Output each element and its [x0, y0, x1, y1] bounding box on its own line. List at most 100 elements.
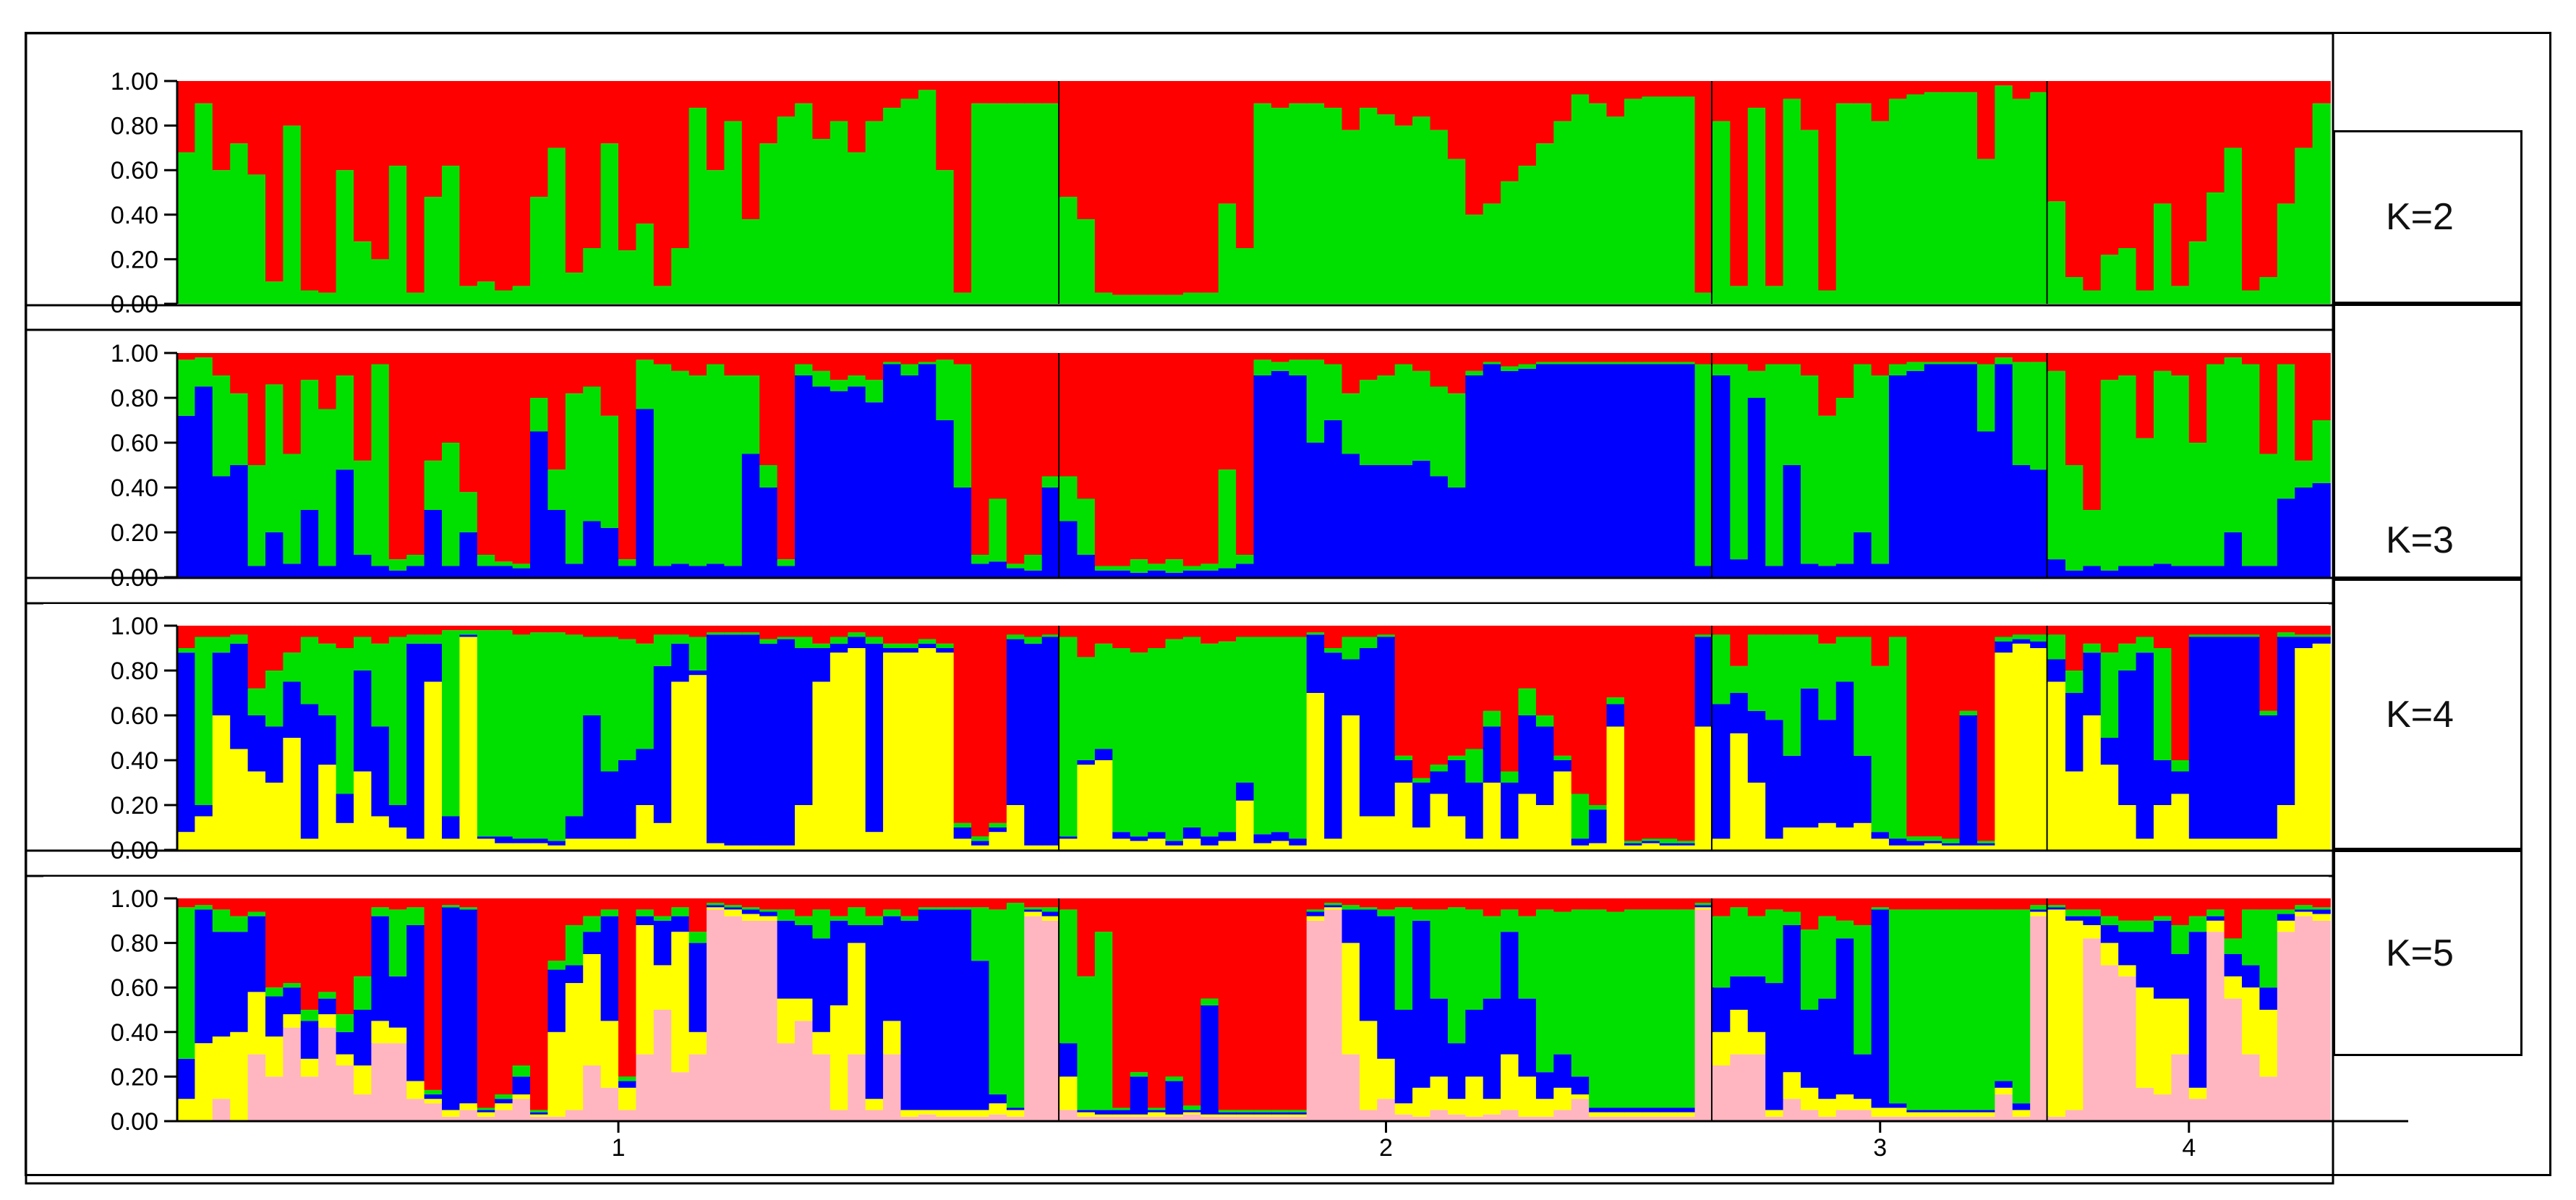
bar-segment: [1535, 1072, 1555, 1099]
bar-segment: [1148, 81, 1167, 295]
bar-segment: [1906, 1116, 1925, 1121]
bar-segment: [2295, 905, 2313, 910]
bar-segment: [1271, 81, 1290, 108]
bar-segment: [336, 1014, 354, 1032]
bar-segment: [688, 375, 707, 566]
bar-segment: [1394, 626, 1413, 756]
bar-segment: [2083, 715, 2102, 850]
bar-segment: [2030, 469, 2049, 577]
bar-segment: [1800, 375, 1820, 564]
y-tick-label: 0.20: [111, 792, 158, 820]
bar-segment: [1359, 1110, 1378, 1121]
bar-segment: [1835, 637, 1854, 682]
bar-segment: [2312, 920, 2331, 1121]
bar-segment: [2312, 907, 2331, 910]
bar-segment: [1624, 364, 1643, 577]
bar-segment: [459, 898, 478, 908]
bar-segment: [653, 665, 673, 823]
bar-segment: [1995, 898, 2013, 910]
bar-segment: [565, 626, 584, 635]
bar-segment: [1130, 1076, 1148, 1115]
bar-segment: [1165, 841, 1184, 846]
bar-segment: [1589, 626, 1608, 805]
x-tick-label: 1: [612, 1134, 626, 1162]
bar-segment: [1077, 1116, 1096, 1121]
bar-segment: [1289, 1110, 1308, 1112]
bar-segment: [212, 1099, 231, 1121]
bar-segment: [530, 838, 549, 843]
bar-segment: [1447, 755, 1467, 760]
bar-segment: [477, 566, 496, 577]
bar-segment: [1112, 81, 1131, 295]
bar-segment: [1182, 827, 1202, 839]
bar-segment: [2136, 353, 2154, 438]
bar-segment: [1359, 81, 1378, 108]
bar-segment: [265, 626, 284, 671]
bar-segment: [1959, 626, 1978, 711]
bar-segment: [2047, 907, 2066, 910]
bar-segment: [2171, 898, 2190, 925]
bar-segment: [1412, 783, 1431, 827]
bar-segment: [1924, 81, 1942, 93]
bar-segment: [565, 81, 584, 273]
bar-segment: [1553, 626, 1572, 756]
bar-segment: [388, 81, 408, 166]
bar-segment: [688, 1031, 707, 1055]
bar-segment: [1765, 353, 1784, 365]
bar-segment: [177, 1099, 196, 1121]
bar-segment: [388, 1027, 408, 1044]
bar-segment: [1306, 909, 1325, 912]
bar-segment: [883, 652, 902, 850]
bar-segment: [1077, 1110, 1096, 1112]
bar-segment: [1148, 1116, 1167, 1121]
bar-segment: [2065, 909, 2084, 916]
bar-segment: [759, 898, 778, 910]
bar-segment: [230, 1031, 249, 1121]
bar-segment: [1253, 834, 1272, 843]
bar-segment: [848, 637, 866, 648]
bar-segment: [495, 290, 513, 304]
bar-segment: [406, 898, 425, 908]
bar-segment: [2259, 1076, 2278, 1121]
bar-segment: [512, 1076, 531, 1095]
bar-segment: [2206, 81, 2225, 192]
bar-segment: [318, 998, 337, 1015]
bar-segment: [1589, 364, 1608, 577]
bar-segment: [1324, 648, 1343, 653]
bar-segment: [371, 81, 390, 260]
bar-segment: [177, 652, 196, 833]
y-tick-label: 0.60: [111, 430, 158, 457]
bar-segment: [1306, 81, 1325, 103]
bar-segment: [1165, 845, 1184, 850]
bar-segment: [1765, 909, 1784, 984]
bar-segment: [388, 353, 408, 560]
bar-segment: [212, 652, 231, 715]
bar-segment: [1835, 1094, 1854, 1110]
bar-segment: [1677, 353, 1696, 362]
bar-segment: [1342, 715, 1360, 850]
bar-segment: [318, 626, 337, 644]
bar-segment: [1483, 998, 1501, 1099]
bar-segment: [865, 626, 884, 637]
bar-segment: [1218, 641, 1237, 833]
bar-segment: [1501, 771, 1519, 783]
bar-segment: [1995, 353, 2013, 358]
bar-segment: [1976, 898, 1996, 910]
bar-segment: [1589, 805, 1608, 810]
x-tick-label: 3: [1873, 1134, 1887, 1162]
bar-segment: [1359, 107, 1378, 304]
bar-segment: [2136, 932, 2154, 988]
bar-segment: [2118, 626, 2137, 644]
y-tick-label: 0.00: [111, 1108, 158, 1136]
bar-segment: [318, 1014, 337, 1028]
bar-segment: [1677, 96, 1696, 304]
bar-segment: [1430, 1076, 1449, 1110]
bar-segment: [2136, 987, 2154, 1088]
bar-segment: [1747, 1031, 1766, 1055]
bar-segment: [600, 626, 619, 637]
bar-segment: [2065, 465, 2084, 571]
bar-segment: [618, 566, 637, 577]
bar-segment: [671, 248, 690, 304]
bar-segment: [653, 286, 673, 304]
bar-segment: [530, 1110, 549, 1112]
